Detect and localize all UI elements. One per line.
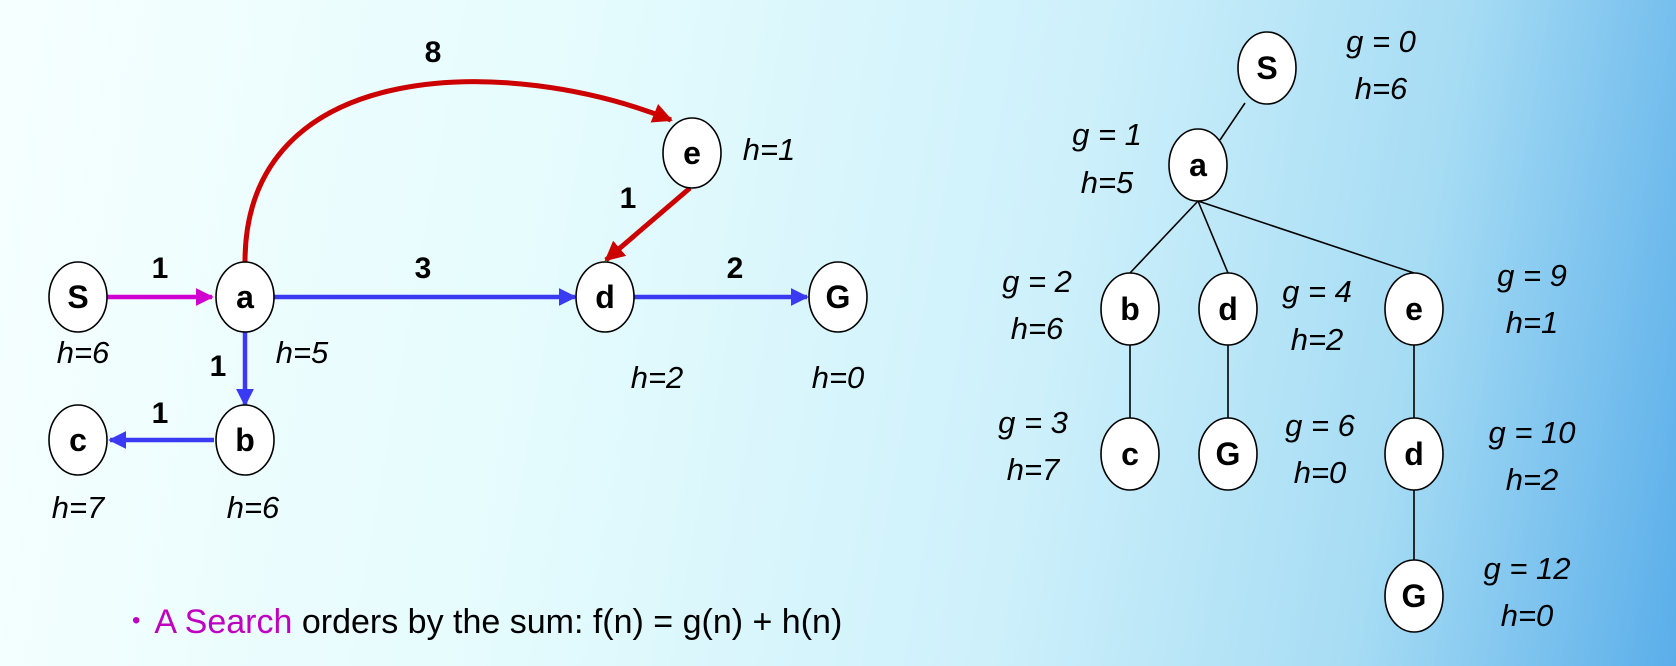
graph: 1 3 2 1 1 8 1 S a b c d e [48,36,868,525]
graph-node-b: b [215,404,275,476]
svg-text:h=2: h=2 [1291,322,1344,357]
h-label-S: h=6 [57,335,110,370]
graph-node-a: a [215,261,275,333]
tree-annot-b: g = 2 h=6 [1002,264,1072,346]
h-label-G: h=0 [812,360,865,395]
svg-text:g = 2: g = 2 [1002,264,1072,299]
svg-text:g = 4: g = 4 [1282,274,1352,309]
svg-text:S: S [67,279,88,315]
h-label-e: h=1 [743,132,796,167]
weight-S-a: 1 [152,252,169,285]
tree-annot-c: g = 3 h=7 [998,405,1068,487]
weight-a-e: 8 [425,36,442,69]
tree-node-G1: G [1198,417,1258,491]
tree-node-c: c [1100,417,1160,491]
svg-text:h=7: h=7 [1007,452,1061,487]
svg-text:d: d [595,279,615,315]
tree-annot-G1: g = 6 h=0 [1285,408,1356,490]
svg-text:g = 12: g = 12 [1483,551,1570,586]
tree-edge-a-e [1197,200,1415,274]
svg-text:c: c [69,422,87,458]
tree-annot-e: g = 9 h=1 [1497,258,1567,340]
svg-text:e: e [683,135,701,171]
svg-text:e: e [1405,291,1423,327]
tree-node-d2: d [1384,417,1444,491]
svg-text:h=2: h=2 [1506,462,1559,497]
tree-node-a: a [1168,128,1228,202]
tree-annot-G2: g = 12 h=0 [1483,551,1570,633]
weight-a-d: 3 [415,252,432,285]
graph-node-d: d [575,261,635,333]
svg-text:h=1: h=1 [1506,305,1559,340]
edge-e-d [604,186,692,262]
svg-text:c: c [1121,436,1139,472]
svg-text:b: b [1120,291,1140,327]
tree-edge-a-d1 [1197,200,1229,274]
svg-text:G: G [1402,578,1427,614]
tree-node-S: S [1237,31,1297,105]
svg-text:h=6: h=6 [1355,71,1408,106]
tree-node-b: b [1100,272,1160,346]
svg-text:d: d [1404,436,1424,472]
tree-annot-d1: g = 4 h=2 [1282,274,1352,357]
svg-text:G: G [826,279,851,315]
graph-node-c: c [48,404,108,476]
weight-b-c: 1 [152,397,169,430]
svg-text:g = 10: g = 10 [1488,415,1575,450]
svg-text:h=6: h=6 [1011,311,1064,346]
svg-text:g = 9: g = 9 [1497,258,1567,293]
svg-text:h=0: h=0 [1294,455,1347,490]
graph-node-G: G [808,261,868,333]
graph-node-e: e [662,117,722,189]
svg-text:a: a [1189,147,1207,183]
tree-edge-a-b [1129,200,1199,274]
search-tree: S a b d e c G d [998,24,1575,633]
caption: • A Search orders by the sum: f(n) = g(n)… [132,603,842,642]
tree-annot-S: g = 0 h=6 [1346,24,1416,106]
weight-a-b: 1 [210,350,227,383]
tree-node-e: e [1384,272,1444,346]
svg-text:G: G [1216,436,1241,472]
tree-node-d1: d [1198,272,1258,346]
svg-text:g = 6: g = 6 [1285,408,1356,443]
svg-text:S: S [1256,50,1277,86]
h-label-a: h=5 [276,335,329,370]
svg-text:h=5: h=5 [1081,165,1134,200]
svg-text:a: a [236,279,254,315]
caption-highlight: A Search [154,603,293,641]
svg-text:g = 1: g = 1 [1072,117,1142,152]
edge-a-e [242,79,673,263]
h-label-c: h=7 [52,490,106,525]
svg-text:b: b [235,422,255,458]
weight-d-G: 2 [727,252,744,285]
tree-edge-S-a [1219,102,1246,141]
bullet-point: • [132,607,141,634]
h-label-d: h=2 [631,360,684,395]
svg-text:h=0: h=0 [1501,598,1554,633]
svg-text:d: d [1218,291,1238,327]
graph-node-S: S [48,261,108,333]
caption-text: orders by the sum: f(n) = g(n) + h(n) [292,603,843,641]
tree-node-G2: G [1384,559,1444,633]
weight-e-d: 1 [620,182,637,215]
svg-text:g = 0: g = 0 [1346,24,1416,59]
tree-annot-d2: g = 10 h=2 [1488,415,1575,497]
h-label-b: h=6 [227,490,280,525]
svg-text:g = 3: g = 3 [998,405,1068,440]
tree-annot-a: g = 1 h=5 [1072,117,1142,200]
